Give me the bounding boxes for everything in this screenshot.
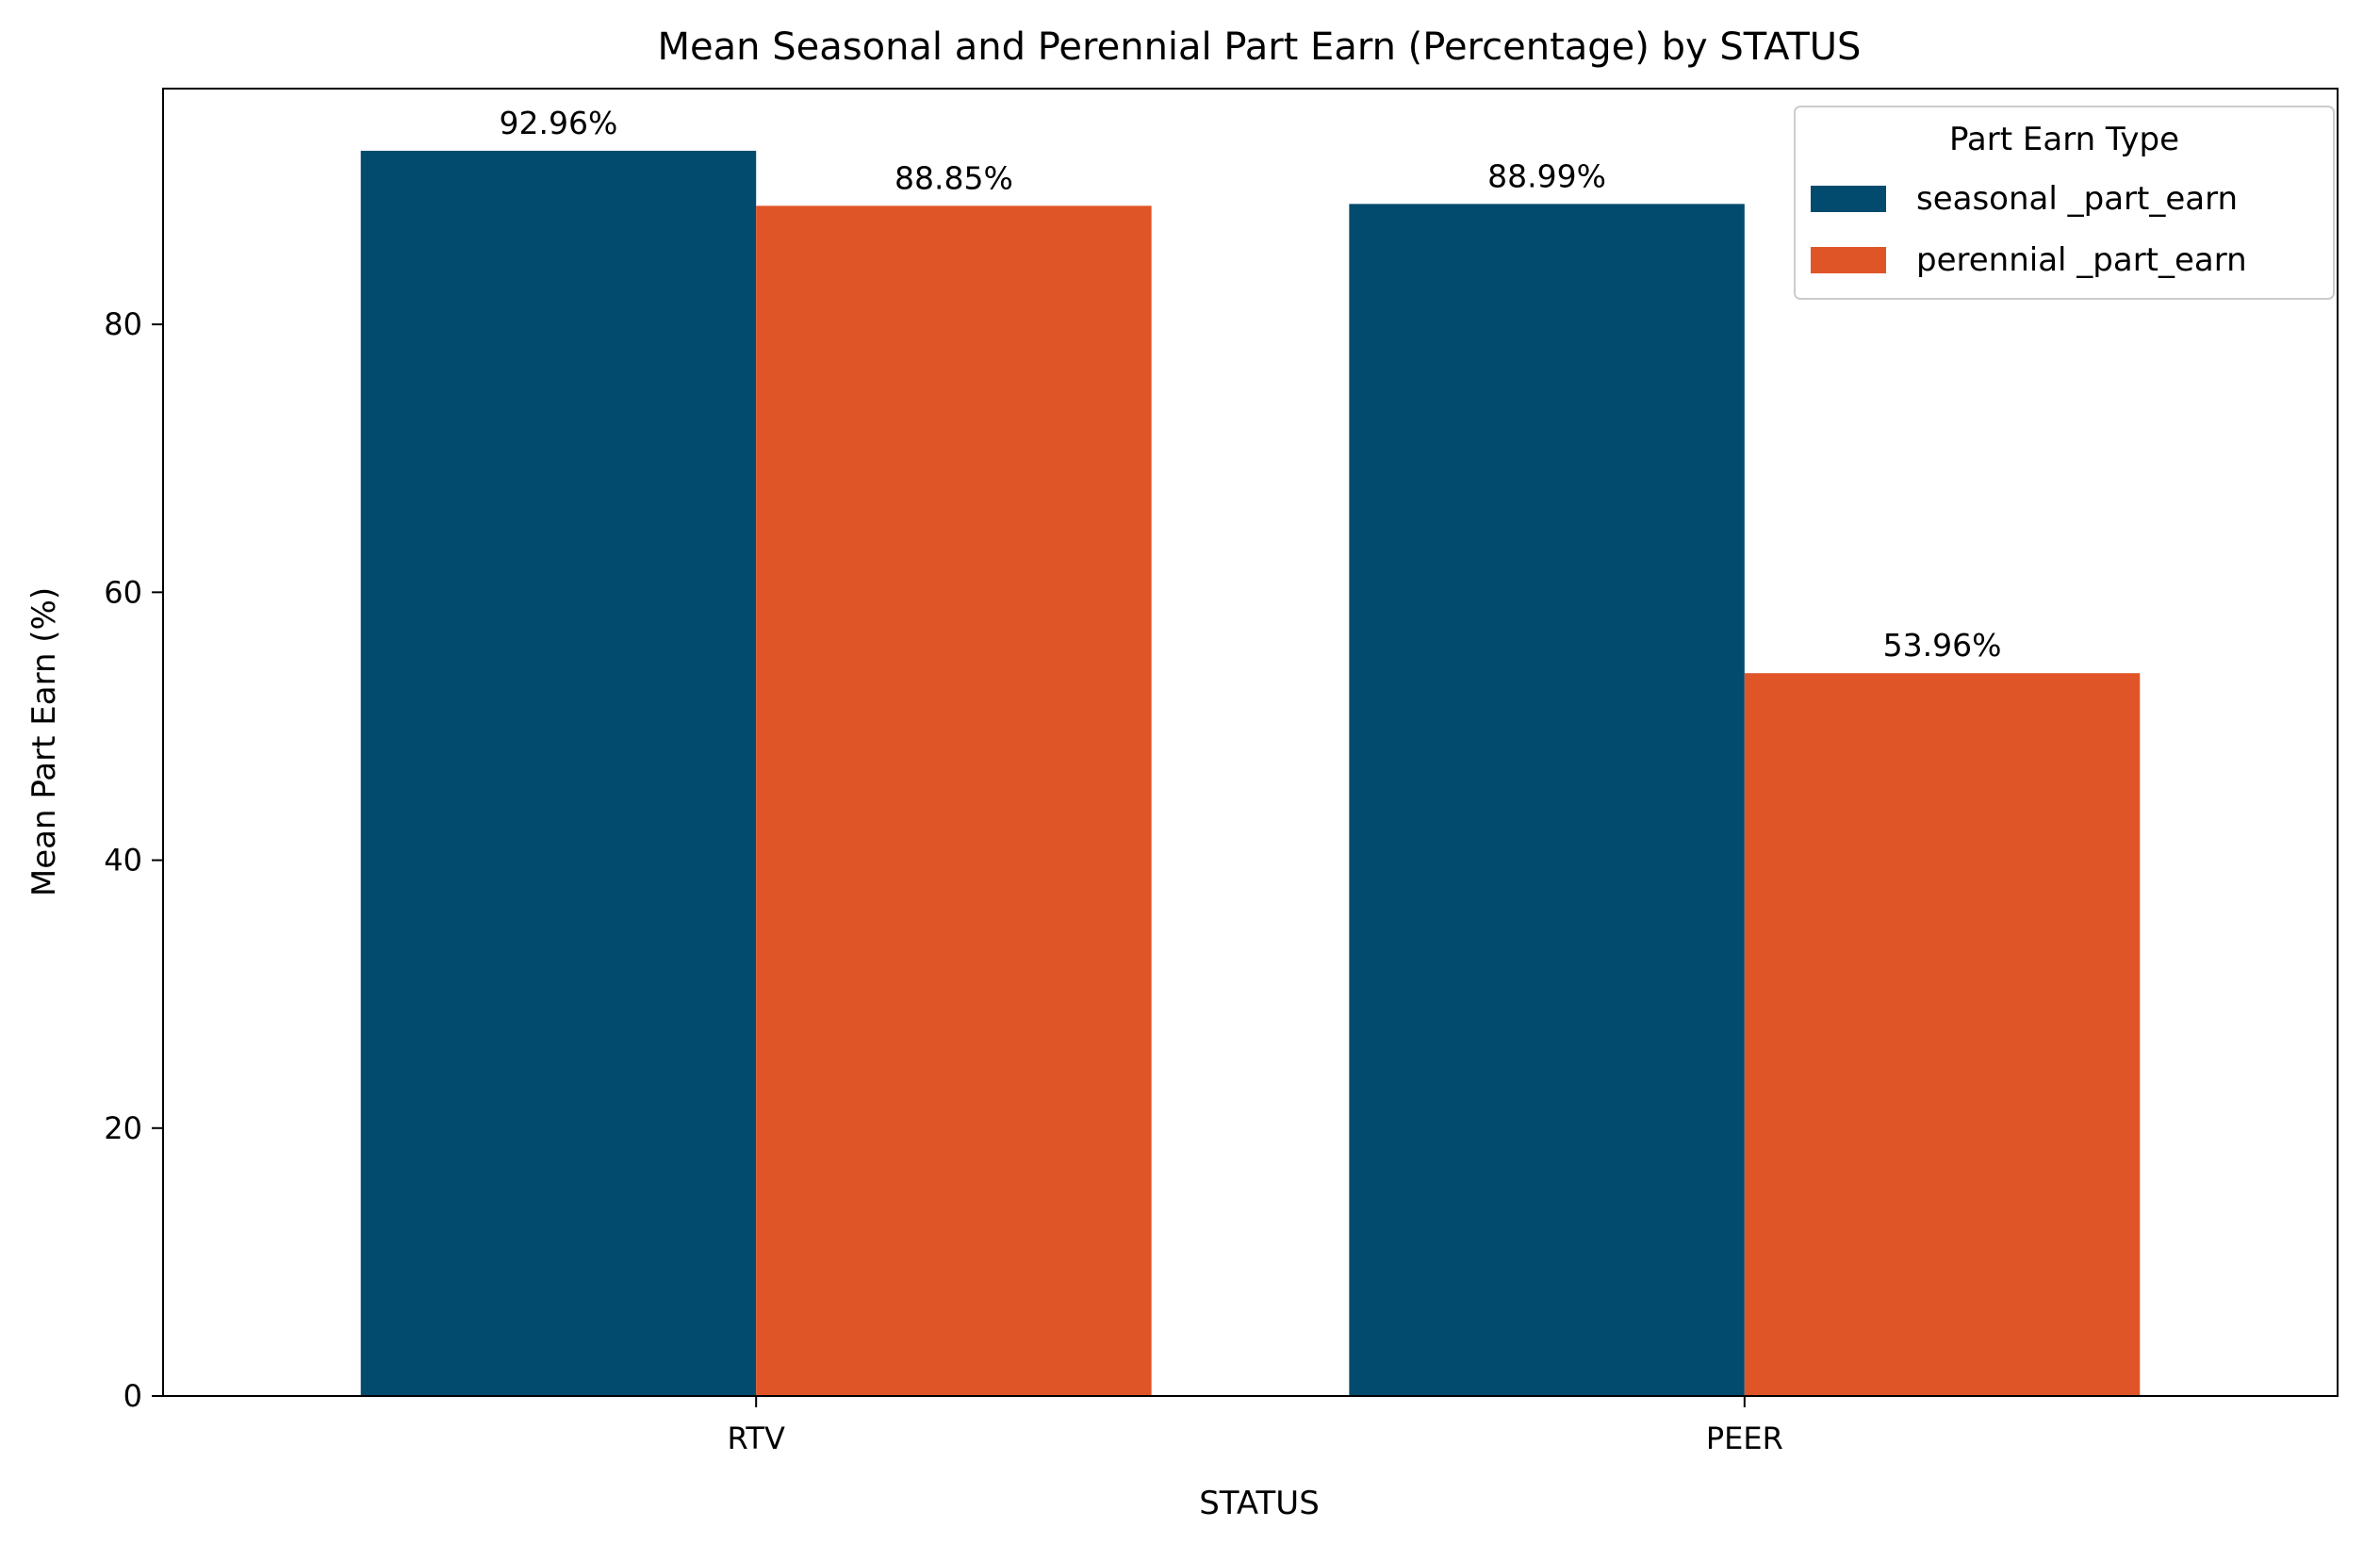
legend-frame [1794, 106, 2335, 300]
y-tick-label: 0 [123, 1378, 142, 1414]
chart-title: Mean Seasonal and Perennial Part Earn (P… [658, 25, 1862, 69]
plot-frame [162, 88, 2339, 1397]
y-tick-label: 60 [104, 574, 142, 610]
plot-area: 92.96% 88.99% 88.85% 53.96% 0 20 40 60 80 RTV PEER [104, 105, 2141, 1456]
x-tick-label: RTV [728, 1421, 785, 1456]
data-label: 92.96% [500, 105, 618, 141]
bar [1744, 673, 2141, 1396]
bar [360, 150, 757, 1397]
y-tick-label: 40 [104, 843, 142, 879]
y-axis-label: Mean Part Earn (%) [25, 587, 63, 896]
legend-swatch-seasonal [1811, 186, 1886, 212]
legend-label-perennial: perennial _part_earn [1916, 241, 2247, 279]
data-label: 53.96% [1883, 627, 2002, 664]
bar [1349, 204, 1745, 1396]
legend-label-seasonal: seasonal _part_earn [1916, 180, 2238, 218]
data-label: 88.85% [895, 159, 1013, 196]
x-axis-label: STATUS [1199, 1485, 1320, 1522]
data-label: 88.99% [1487, 157, 1606, 194]
bar [756, 205, 1152, 1397]
legend-title: Part Earn Type [1949, 121, 2179, 158]
x-tick-label: PEER [1706, 1421, 1783, 1456]
legend-swatch-perennial [1811, 247, 1886, 273]
legend: Part Earn Type seasonal _part_earn peren… [1794, 106, 2335, 300]
y-tick-label: 80 [104, 306, 142, 342]
y-tick-label: 20 [104, 1110, 142, 1146]
